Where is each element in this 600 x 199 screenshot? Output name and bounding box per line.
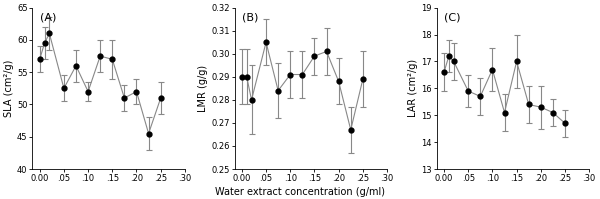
Text: (B): (B) xyxy=(242,13,259,22)
Y-axis label: LAR (cm²/g): LAR (cm²/g) xyxy=(409,59,418,117)
Text: (A): (A) xyxy=(40,13,56,22)
Y-axis label: LMR (g/g): LMR (g/g) xyxy=(199,65,208,112)
Y-axis label: SLA (cm²/g): SLA (cm²/g) xyxy=(4,60,14,117)
Text: Water extract concentration (g/ml): Water extract concentration (g/ml) xyxy=(215,187,385,197)
Text: (C): (C) xyxy=(445,13,461,22)
